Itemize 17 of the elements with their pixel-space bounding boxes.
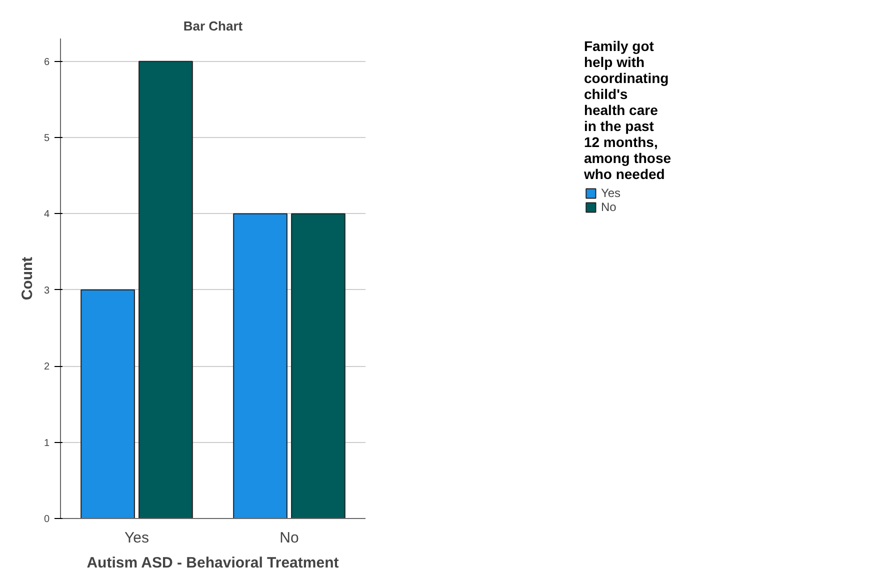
y-tick-label: 2 (44, 362, 50, 373)
y-tick-label: 3 (44, 285, 50, 296)
y-tick-label: 6 (44, 56, 50, 68)
bar (80, 289, 135, 518)
y-tick-label: 0 (44, 514, 50, 525)
y-tick-label: 4 (44, 209, 50, 220)
bar (138, 60, 193, 518)
chart-title: Bar Chart (183, 18, 244, 34)
y-axis-title: Count (18, 256, 36, 300)
legend-label: No (600, 200, 618, 214)
legend-label: Yes (600, 186, 621, 200)
y-tick-label: 5 (44, 133, 50, 144)
text: Family got help with coordinating child's health care in the past 12 months, among those who needed (584, 38, 672, 182)
x-axis-title: Autism ASD - Behavioral Treatment (86, 554, 339, 572)
bar (233, 213, 288, 518)
bar (291, 213, 346, 518)
y-tick-label: 1 (44, 438, 50, 449)
